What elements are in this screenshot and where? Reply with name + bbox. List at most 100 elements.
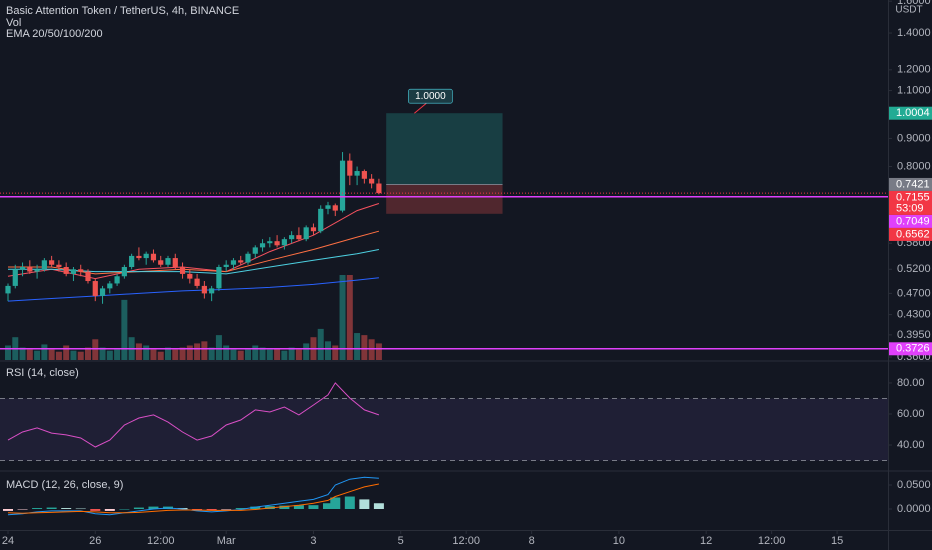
candle-body — [19, 267, 26, 270]
target-connector — [414, 102, 427, 114]
x-tick-label: 12:00 — [758, 535, 786, 547]
price-marker-label: 0.6562 — [896, 228, 930, 240]
x-tick-label: 24 — [2, 535, 14, 547]
macd-histogram-bar — [344, 496, 355, 510]
macd-histogram-bar — [75, 508, 86, 510]
candle-body — [165, 258, 171, 265]
chart-title: Basic Attention Token / TetherUS, 4h, BI… — [6, 5, 239, 17]
candle-body — [289, 235, 295, 240]
volume-bar — [5, 345, 11, 360]
price-marker-box — [889, 177, 932, 191]
candle-body — [259, 243, 266, 248]
y-tick-label: 60.00 — [897, 408, 925, 420]
macd-histogram-bar — [61, 508, 72, 510]
x-tick-label: Mar — [217, 535, 236, 547]
candle-body — [172, 258, 178, 268]
candle-body — [49, 260, 55, 265]
volume-bar — [143, 345, 150, 360]
volume-bar — [41, 344, 48, 360]
macd-histogram-bar — [148, 506, 159, 510]
macd-histogram-bar — [330, 497, 341, 510]
candle-body — [194, 278, 200, 286]
price-marker-box — [889, 214, 932, 228]
candle-body — [99, 288, 106, 296]
x-tick-label: 10 — [613, 535, 625, 547]
candle-body — [361, 171, 367, 179]
target-label: 1.0000 — [415, 91, 446, 102]
candle-body — [201, 285, 207, 294]
volume-bar — [85, 347, 91, 360]
target-zone — [386, 113, 503, 185]
volume-bar — [19, 347, 26, 360]
price-marker-label: 1.0004 — [896, 107, 930, 119]
y-tick-label: 1.1000 — [897, 84, 931, 96]
macd-histogram-bar — [3, 509, 13, 511]
x-tick-label: 12:00 — [147, 535, 175, 547]
y-tick-label: 40.00 — [897, 439, 925, 451]
volume-bar — [230, 349, 237, 360]
candle-body — [332, 205, 338, 211]
volume-bar — [55, 351, 62, 360]
candle-body — [41, 260, 47, 270]
y-tick-label: 0.4300 — [897, 309, 931, 321]
macd-histogram-bar — [104, 509, 115, 511]
volume-bar — [99, 347, 106, 360]
rsi-title: RSI (14, close) — [6, 367, 79, 379]
candle-body — [230, 260, 237, 265]
volume-bar — [92, 339, 99, 360]
candle-body — [274, 241, 280, 246]
candle-body — [107, 283, 113, 289]
ema-label: EMA 20/50/100/200 — [6, 28, 103, 40]
y-tick-label: 0.4700 — [897, 287, 931, 299]
y-tick-label: 0.8000 — [897, 160, 931, 172]
candle-body — [354, 171, 360, 176]
candle-body — [216, 267, 222, 289]
volume-bar — [237, 350, 244, 360]
candle-body — [78, 269, 84, 272]
volume-bar — [303, 343, 310, 360]
macd-histogram-bar — [235, 508, 246, 510]
y-tick-label: 0.0500 — [897, 479, 931, 491]
candle-body — [158, 260, 164, 265]
candle-body — [27, 267, 33, 272]
volume-bar — [361, 335, 368, 360]
candle-body — [310, 227, 317, 232]
x-tick-label: 8 — [529, 535, 535, 547]
y-tick-label: 1.2000 — [897, 64, 931, 76]
macd-histogram-bar — [206, 509, 217, 511]
volume-bar — [106, 350, 113, 360]
macd-histogram-bar — [192, 509, 203, 510]
volume-bar — [266, 349, 273, 360]
price-marker-label: 0.7421 — [896, 178, 930, 190]
volume-bar — [70, 350, 77, 360]
volume-bar — [346, 275, 353, 360]
volume-bar — [317, 328, 324, 360]
volume-bar — [288, 347, 295, 360]
macd-histogram-bar — [32, 508, 43, 510]
y-tick-label: 0.0000 — [897, 503, 931, 515]
x-tick-label: 26 — [89, 535, 101, 547]
candle-body — [136, 255, 142, 259]
candle-body — [121, 267, 127, 277]
volume-bar — [186, 345, 193, 360]
volume-bar — [157, 351, 164, 360]
candle-body — [318, 208, 324, 232]
candle-body — [245, 253, 251, 263]
macd-histogram-bar — [90, 509, 101, 511]
price-marker-box — [889, 342, 932, 356]
volume-bar — [325, 341, 331, 360]
candle-body — [303, 227, 309, 240]
price-marker-label: 0.3726 — [896, 343, 930, 355]
volume-bar — [150, 349, 157, 360]
rsi-band — [0, 398, 888, 461]
volume-bar — [274, 348, 281, 360]
macd-histogram-bar — [221, 509, 232, 510]
y-tick-label: 1.6000 — [897, 0, 931, 7]
macd-histogram-bar — [373, 503, 384, 510]
macd-histogram-bar — [279, 505, 290, 510]
candle-body — [129, 255, 135, 268]
volume-bar — [77, 351, 84, 360]
x-tick-label: 12 — [700, 535, 712, 547]
volume-bar — [114, 349, 121, 360]
